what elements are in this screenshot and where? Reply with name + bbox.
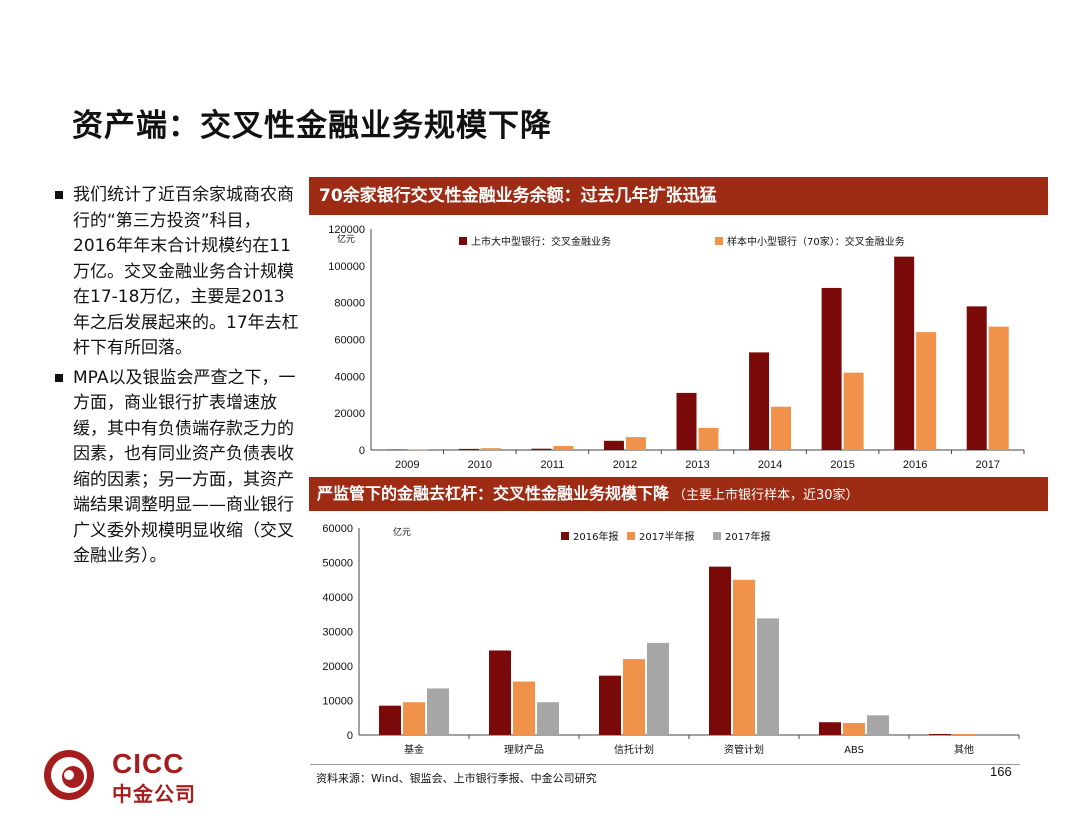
chart2-banner-note: （主要上市银行样本，近30家） — [673, 488, 859, 503]
bar-chart1-s1 — [408, 449, 429, 451]
cicc-logo-icon — [44, 750, 94, 800]
bullet-item: 我们统计了近百余家城商农商行的“第三方投资”科目，2016年年末合计规模约在11… — [55, 183, 300, 362]
legend-label: 上市大中型银行：交叉金融业务 — [471, 235, 611, 248]
y-tick-label: 40000 — [334, 371, 365, 383]
bar-chart1-s0 — [676, 392, 697, 450]
chart2-banner: 严监管下的金融去杠杆：交叉性金融业务规模下降 （主要上市银行样本，近30家） — [309, 477, 1048, 511]
bar-chart2-s2 — [757, 618, 779, 735]
chart2-banner-text: 严监管下的金融去杠杆：交叉性金融业务规模下降 — [317, 484, 670, 503]
bar-chart2-s0 — [819, 722, 841, 735]
x-category-label: 2014 — [758, 459, 782, 471]
bar-chart1-s0 — [749, 352, 770, 450]
cicc-logo: CICC 中金公司 — [42, 748, 202, 806]
y-tick-label: 0 — [359, 445, 365, 457]
x-category-label: 信托计划 — [614, 743, 654, 756]
chart1-banner-text: 70余家银行交叉性金融业务余额：过去几年扩张迅猛 — [319, 186, 717, 206]
bar-chart1-s0 — [458, 448, 479, 450]
y-tick-label: 60000 — [334, 335, 365, 347]
page-number: 166 — [990, 764, 1012, 779]
y-tick-label: 100000 — [328, 261, 365, 273]
bar-chart1-s0 — [531, 448, 552, 450]
y-tick-label: 50000 — [322, 558, 353, 570]
y-tick-label: 10000 — [322, 696, 353, 708]
bar-chart2-s1 — [623, 659, 645, 735]
y-tick-label: 30000 — [322, 627, 353, 639]
bar-chart2-s0 — [599, 675, 621, 735]
legend-swatch — [715, 237, 723, 245]
x-category-label: 资管计划 — [724, 743, 764, 756]
bar-chart2-s1 — [513, 681, 535, 735]
bar-chart1-s1 — [553, 445, 574, 450]
bar-chart1-s1 — [843, 372, 864, 450]
y-tick-label: 120000 — [328, 224, 365, 236]
logo-text-en: CICC — [112, 748, 185, 779]
y-tick-label: 40000 — [322, 592, 353, 604]
source-note: 资料来源：Wind、银监会、上市银行季报、中金公司研究 — [316, 772, 597, 785]
bar-chart1-s0 — [603, 440, 624, 450]
bar-chart1-s1 — [625, 437, 646, 450]
bar-chart2-s2 — [427, 688, 449, 735]
x-category-label: 2013 — [685, 459, 709, 471]
bar-chart2-s1 — [733, 579, 755, 735]
chart1-banner: 70余家银行交叉性金融业务余额：过去几年扩张迅猛 — [309, 177, 1048, 215]
legend-swatch — [627, 532, 635, 540]
bar-chart1-s1 — [988, 326, 1009, 450]
y-tick-label: 60000 — [322, 523, 353, 535]
bar-chart1-s0 — [821, 287, 842, 450]
bar-chart2-s2 — [867, 715, 889, 735]
bar-chart1-s0 — [894, 256, 915, 450]
x-category-label: 2017 — [975, 459, 999, 471]
bar-chart2-s2 — [537, 702, 559, 735]
x-category-label: 2010 — [468, 459, 492, 471]
bullet-square-icon — [55, 191, 63, 199]
bar-chart2-s0 — [379, 705, 401, 735]
bullet-text: MPA以及银监会严查之下，一方面，商业银行扩表增速放缓，其中有负债端存款乏力的因… — [73, 367, 296, 567]
slide-title: 资产端：交叉性金融业务规模下降 — [72, 108, 552, 144]
bar-chart1-s0 — [966, 306, 987, 450]
bullet-square-icon — [55, 373, 63, 382]
x-category-label: 2015 — [830, 459, 854, 471]
bar-chart2-s2 — [977, 733, 999, 735]
bar-chart1-s0 — [386, 449, 407, 450]
bar-chart2-s2 — [647, 642, 669, 735]
bullet-item: MPA以及银监会严查之下，一方面，商业银行扩表增速放缓，其中有负债端存款乏力的因… — [55, 366, 300, 570]
y-unit-label: 亿元 — [393, 526, 411, 538]
bar-chart2-s0 — [709, 566, 731, 735]
legend-swatch — [561, 532, 569, 540]
y-unit-label: 亿元 — [337, 233, 355, 245]
legend-label: 2017半年报 — [639, 530, 694, 543]
logo-text-cn: 中金公司 — [112, 782, 196, 806]
x-category-label: 基金 — [404, 743, 424, 756]
bar-chart2-s1 — [403, 702, 425, 735]
bar-chart2-s1 — [953, 733, 975, 735]
y-tick-label: 20000 — [322, 661, 353, 673]
x-category-label: 2016 — [903, 459, 927, 471]
bullet-list: 我们统计了近百余家城商农商行的“第三方投资”科目，2016年年末合计规模约在11… — [55, 183, 300, 574]
bar-chart1-s1 — [480, 448, 501, 450]
bullet-text: 我们统计了近百余家城商农商行的“第三方投资”科目，2016年年末合计规模约在11… — [73, 185, 299, 358]
legend-swatch — [459, 237, 467, 245]
source-divider — [310, 764, 1020, 765]
y-tick-label: 20000 — [334, 408, 365, 420]
legend-label: 2016年报 — [573, 530, 618, 543]
bar-chart1-s1 — [916, 332, 937, 450]
x-category-label: 2012 — [613, 459, 637, 471]
bar-chart1-s1 — [771, 406, 792, 450]
x-category-label: ABS — [844, 745, 864, 756]
bar-chart1-s1 — [698, 427, 719, 450]
x-category-label: 2009 — [395, 459, 419, 471]
y-tick-label: 0 — [347, 730, 353, 742]
bar-chart2-s0 — [929, 733, 951, 735]
legend-swatch — [713, 532, 721, 540]
x-category-label: 其他 — [954, 743, 974, 756]
x-category-label: 理财产品 — [504, 743, 544, 756]
legend-label: 2017年报 — [725, 530, 770, 543]
y-tick-label: 80000 — [334, 298, 365, 310]
bar-chart2-s1 — [843, 722, 865, 735]
x-category-label: 2011 — [541, 459, 565, 471]
bar-chart2-s0 — [489, 650, 511, 735]
legend-label: 样本中小型银行（70家）：交叉金融业务 — [727, 235, 905, 248]
